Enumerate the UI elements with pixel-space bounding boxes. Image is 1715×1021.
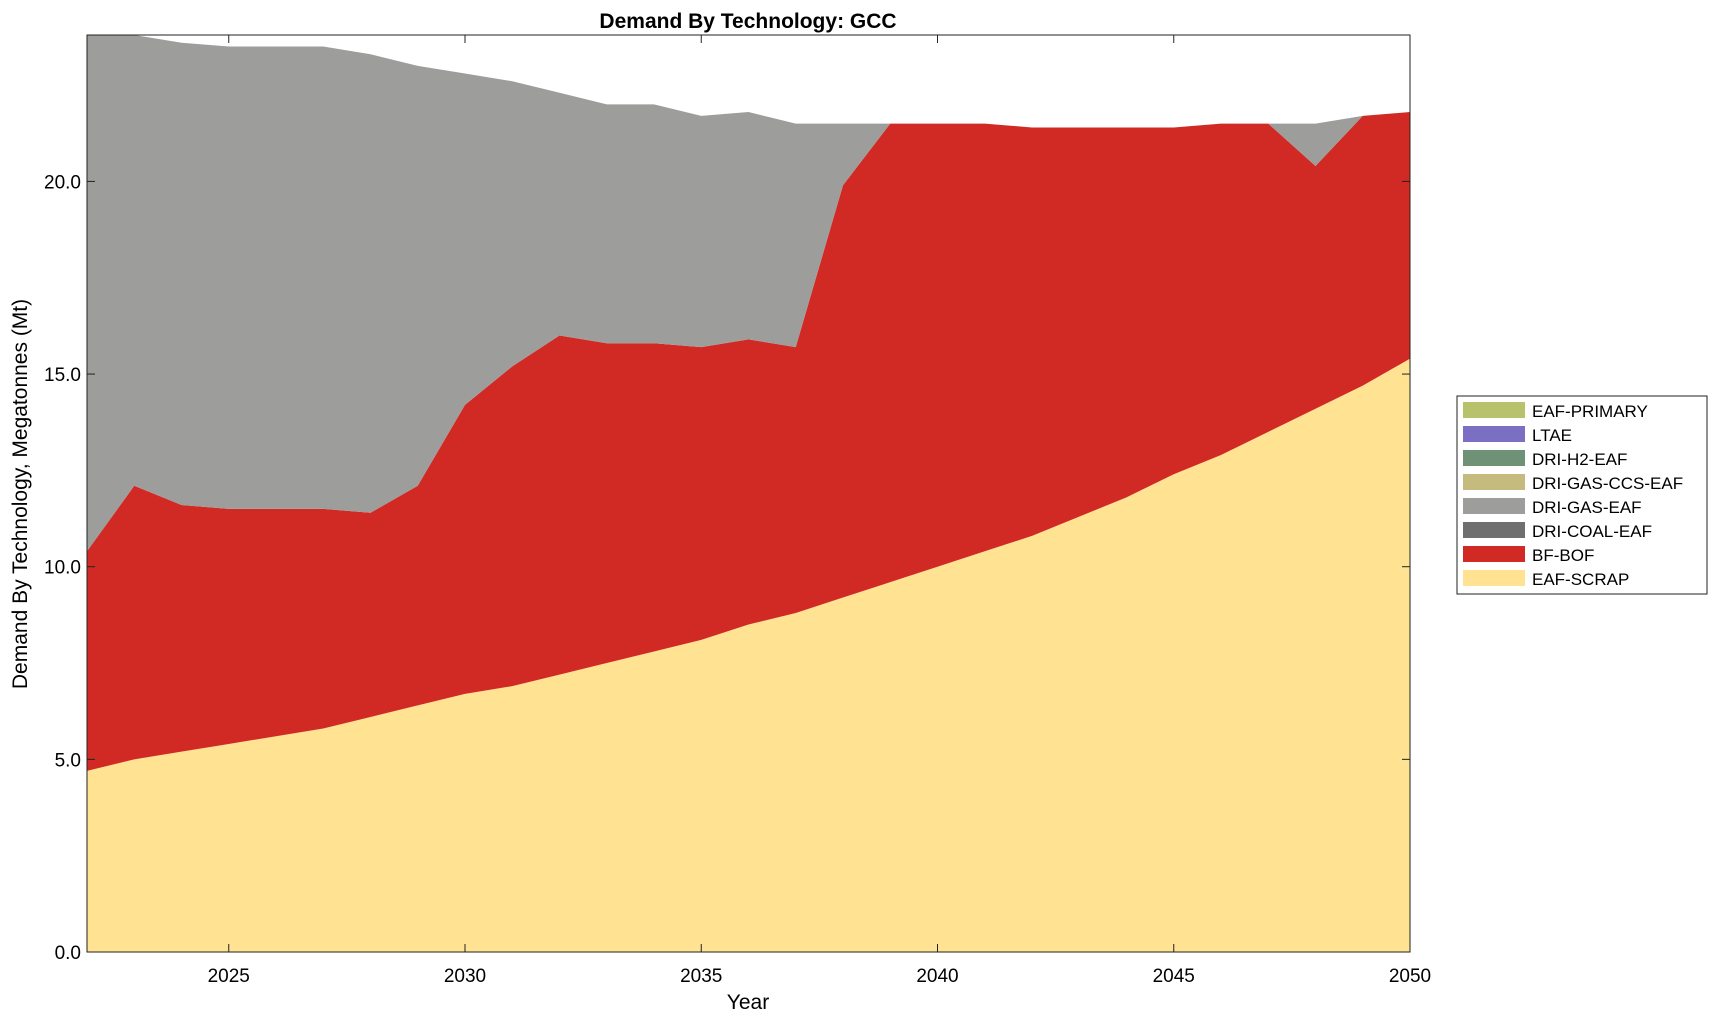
legend-label: DRI-COAL-EAF bbox=[1532, 522, 1652, 541]
area-dri-gas-eaf bbox=[87, 35, 1410, 552]
plot-frame bbox=[86, 34, 1411, 953]
legend-swatch bbox=[1463, 570, 1525, 586]
x-tick-label: 2050 bbox=[1389, 966, 1431, 987]
y-tick-label: 5.0 bbox=[55, 750, 81, 771]
x-tick-label: 2025 bbox=[208, 966, 250, 987]
plot-areas bbox=[87, 35, 1410, 952]
legend-label: DRI-GAS-EAF bbox=[1532, 498, 1642, 517]
area-eaf-scrap bbox=[87, 358, 1410, 952]
legend-swatch bbox=[1463, 522, 1525, 538]
area-bf-bof bbox=[87, 112, 1410, 771]
y-tick-label: 15.0 bbox=[44, 365, 81, 386]
legend-swatch bbox=[1463, 546, 1525, 562]
legend-swatch bbox=[1463, 498, 1525, 514]
x-tick-label: 2030 bbox=[444, 966, 486, 987]
legend-label: DRI-H2-EAF bbox=[1532, 450, 1627, 469]
x-tick-label: 2040 bbox=[916, 966, 958, 987]
legend-label: BF-BOF bbox=[1532, 546, 1594, 565]
legend-swatch bbox=[1463, 426, 1525, 442]
x-axis-label: Year bbox=[727, 991, 769, 1014]
axis-ticks: 2025 2030 2035 2040 2045 2050 0.0 5.0 10.0 15.0 20… bbox=[44, 35, 1431, 987]
y-tick-label: 0.0 bbox=[55, 943, 81, 964]
y-tick-label: 20.0 bbox=[44, 172, 81, 193]
x-tick-label: 2045 bbox=[1153, 966, 1195, 987]
legend: EAF-PRIMARY LTAE DRI-H2-EAF DRI-GAS-CCS-EAF… bbox=[1456, 395, 1708, 595]
y-axis-label: Demand By Technology, Megatonnes (Mt) bbox=[9, 299, 32, 689]
legend-swatch bbox=[1463, 474, 1525, 490]
legend-label: EAF-PRIMARY bbox=[1532, 402, 1648, 421]
legend-label: EAF-SCRAP bbox=[1532, 570, 1629, 589]
legend-swatch bbox=[1463, 402, 1525, 418]
chart-title: Demand By Technology: GCC bbox=[599, 10, 896, 33]
x-tick-label: 2035 bbox=[680, 966, 722, 987]
y-tick-label: 10.0 bbox=[44, 558, 81, 579]
legend-label: DRI-GAS-CCS-EAF bbox=[1532, 474, 1683, 493]
legend-label: LTAE bbox=[1532, 426, 1572, 445]
legend-swatch bbox=[1463, 450, 1525, 466]
